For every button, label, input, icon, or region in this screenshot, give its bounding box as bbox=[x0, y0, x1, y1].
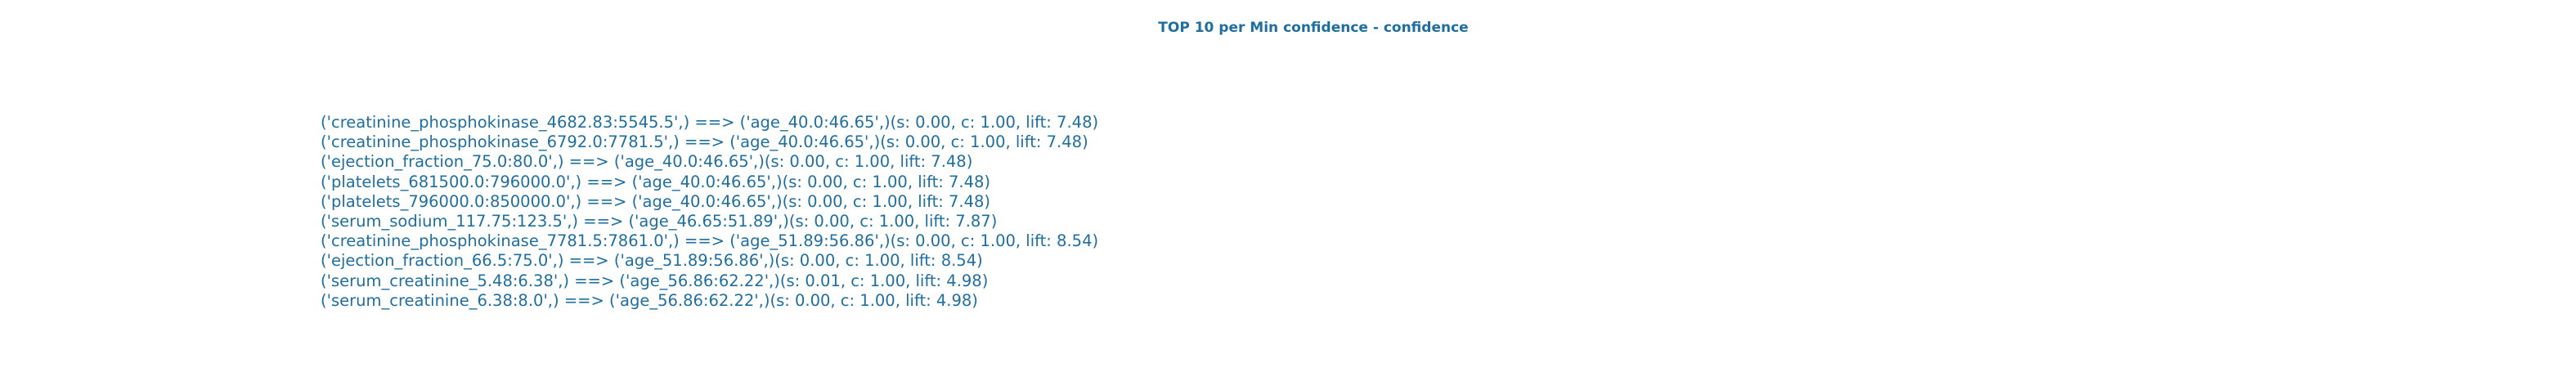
rule: ('platelets_681500.0:796000.0',) ==> ('a… bbox=[321, 172, 991, 191]
rule: ('creatinine_phosphokinase_7781.5:7861.0… bbox=[321, 231, 1099, 251]
rule: ('creatinine_phosphokinase_4682.83:5545.… bbox=[321, 113, 1099, 132]
title: TOP 10 per Min confidence - confidence bbox=[1158, 20, 1469, 36]
rule: ('ejection_fraction_66.5:75.0',) ==> ('a… bbox=[321, 251, 983, 271]
rule: ('ejection_fraction_75.0:80.0',) ==> ('a… bbox=[321, 152, 973, 172]
rule: ('serum_creatinine_5.48:6.38',) ==> ('ag… bbox=[321, 271, 989, 290]
rule: ('platelets_796000.0:850000.0',) ==> ('a… bbox=[321, 191, 991, 211]
rule-list: ('creatinine_phosphokinase_4682.83:5545.… bbox=[321, 113, 1098, 311]
rule: ('serum_sodium_117.75:123.5',) ==> ('age… bbox=[321, 212, 998, 231]
rule: ('creatinine_phosphokinase_6792.0:7781.5… bbox=[321, 132, 1088, 152]
rule: ('serum_creatinine_6.38:8.0',) ==> ('age… bbox=[321, 290, 978, 310]
